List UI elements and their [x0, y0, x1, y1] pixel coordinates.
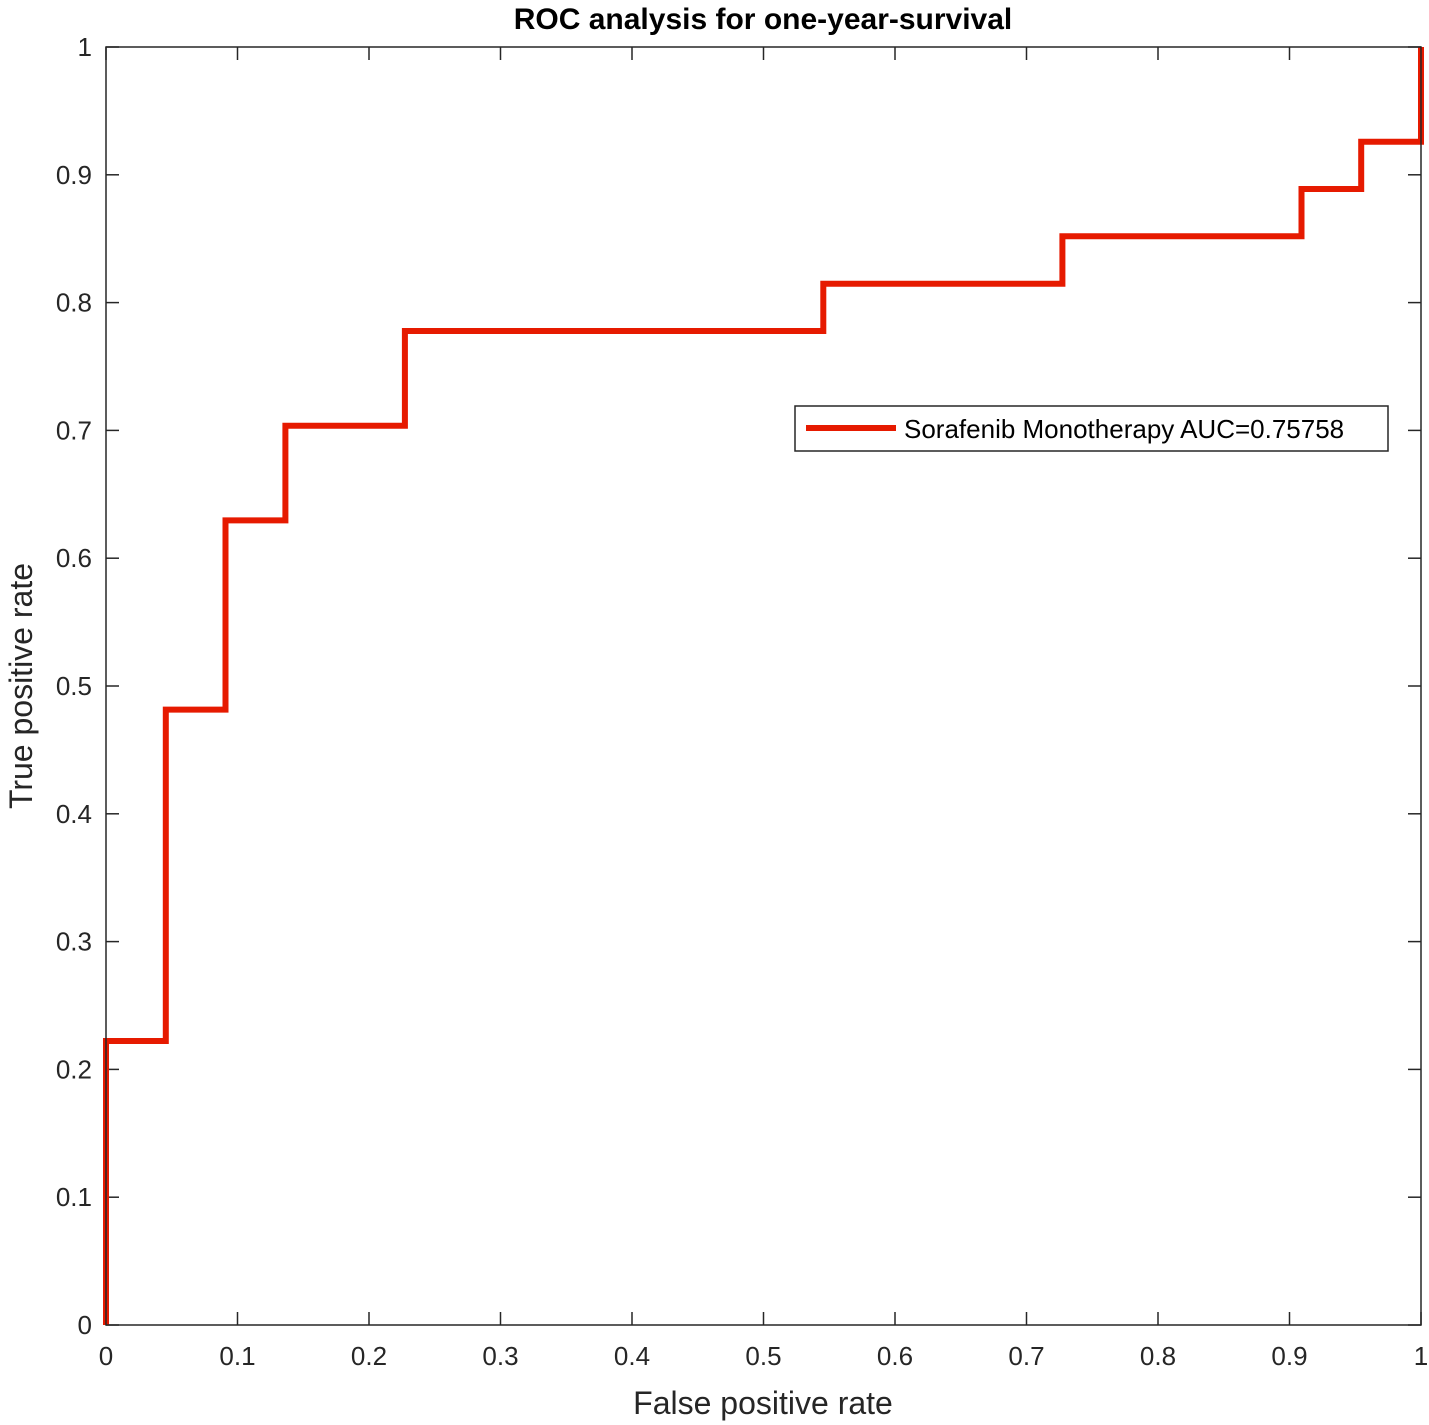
x-tick-label: 0.6 [877, 1341, 913, 1371]
x-tick-label: 0.8 [1140, 1341, 1176, 1371]
y-tick-label: 0.3 [56, 927, 92, 957]
roc-curve-line [103, 47, 1424, 1325]
x-tick-label: 0.9 [1271, 1341, 1307, 1371]
legend-entry-label: Sorafenib Monotherapy AUC=0.75758 [904, 414, 1344, 444]
tick-labels: 0 0.1 0.2 0.3 0.4 0.5 0.6 0.7 0.8 0.9 1 0 0.1 0.2 0.3 0… [56, 32, 1428, 1371]
y-tick-label: 1 [78, 32, 92, 62]
legend: Sorafenib Monotherapy AUC=0.75758 [794, 405, 1389, 452]
y-tick-label: 0 [78, 1310, 92, 1340]
x-tick-label: 0.4 [614, 1341, 650, 1371]
x-axis-label: False positive rate [633, 1385, 893, 1421]
plot-frame [105, 46, 1422, 1326]
y-tick-label: 0.8 [56, 288, 92, 318]
x-tick-label: 0.7 [1008, 1341, 1044, 1371]
y-tick-label: 0.6 [56, 543, 92, 573]
y-tick-label: 0.5 [56, 671, 92, 701]
x-tick-label: 0.2 [351, 1341, 387, 1371]
chart-title: ROC analysis for one-year-survival [514, 3, 1013, 36]
series-layer [103, 47, 1424, 1325]
y-tick-label: 0.7 [56, 415, 92, 445]
x-tick-label: 0 [99, 1341, 113, 1371]
y-axis-label: True positive rate [3, 563, 39, 809]
x-tick-label: 0.5 [745, 1341, 781, 1371]
y-tick-label: 0.1 [56, 1182, 92, 1212]
x-tick-label: 0.1 [219, 1341, 255, 1371]
x-tick-label: 0.3 [482, 1341, 518, 1371]
y-tick-label: 0.2 [56, 1054, 92, 1084]
y-tick-label: 0.9 [56, 160, 92, 190]
y-tick-label: 0.4 [56, 799, 92, 829]
x-tick-label: 1 [1414, 1341, 1428, 1371]
